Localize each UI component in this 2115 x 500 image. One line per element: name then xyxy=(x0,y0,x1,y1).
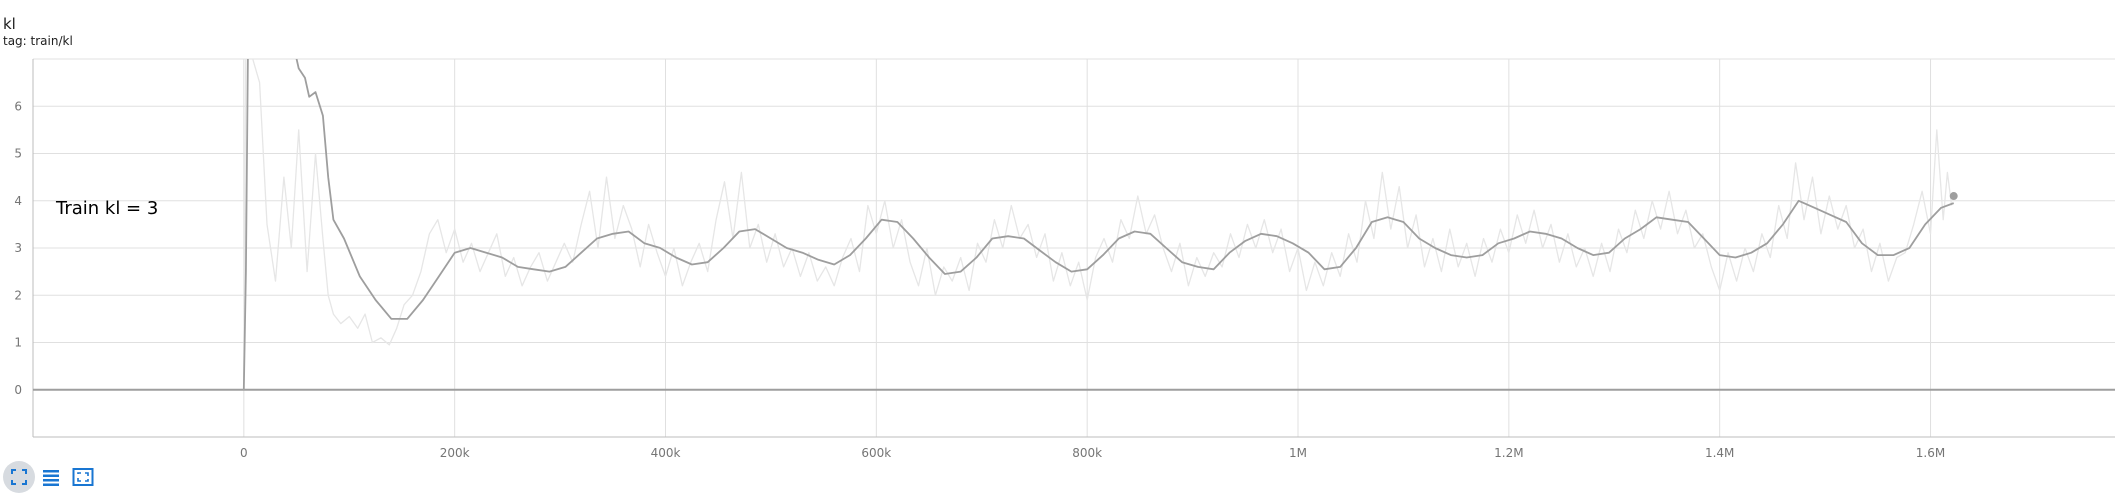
x-tick-label: 600k xyxy=(861,446,891,460)
expand-corners-icon xyxy=(11,469,27,485)
y-tick-label: 4 xyxy=(14,194,22,208)
fit-data-button[interactable] xyxy=(67,461,99,493)
annotation-text: Train kl = 3 xyxy=(55,198,158,219)
toggle-log-scale-button[interactable] xyxy=(35,461,67,493)
smoothed-series-line xyxy=(242,59,1955,390)
axis-layer: 0 1 2 3 4 5 6 0 200k 400k 600k 800k 1M 1.2M 1.4M 1.6M xyxy=(14,59,2115,460)
marker-layer xyxy=(1949,192,1958,201)
list-lines-icon xyxy=(43,470,59,486)
x-tick-label: 1M xyxy=(1289,446,1307,460)
y-tick-label: 5 xyxy=(14,147,22,161)
x-tick-label: 0 xyxy=(240,446,248,460)
fit-frame-icon xyxy=(72,468,94,486)
y-tick-label: 6 xyxy=(14,99,22,113)
y-tick-label: 3 xyxy=(14,241,22,255)
raw-series-layer xyxy=(243,59,1953,390)
x-tick-label: 400k xyxy=(651,446,681,460)
x-tick-label: 200k xyxy=(440,446,470,460)
x-tick-label: 1.2M xyxy=(1494,446,1523,460)
x-tick-label: 800k xyxy=(1072,446,1102,460)
last-point-marker xyxy=(1949,192,1958,201)
grid-layer xyxy=(33,58,2115,437)
y-tick-label: 1 xyxy=(14,336,22,350)
chart-title: kl xyxy=(3,15,16,33)
smoothed-series-layer xyxy=(242,59,1955,390)
raw-series-line xyxy=(243,59,1953,390)
fit-domain-button[interactable] xyxy=(3,461,35,493)
y-tick-label: 2 xyxy=(14,288,22,302)
x-tick-label: 1.4M xyxy=(1705,446,1734,460)
x-tick-label: 1.6M xyxy=(1916,446,1945,460)
y-tick-label: 0 xyxy=(14,383,22,397)
chart-tag: tag: train/kl xyxy=(3,34,73,48)
